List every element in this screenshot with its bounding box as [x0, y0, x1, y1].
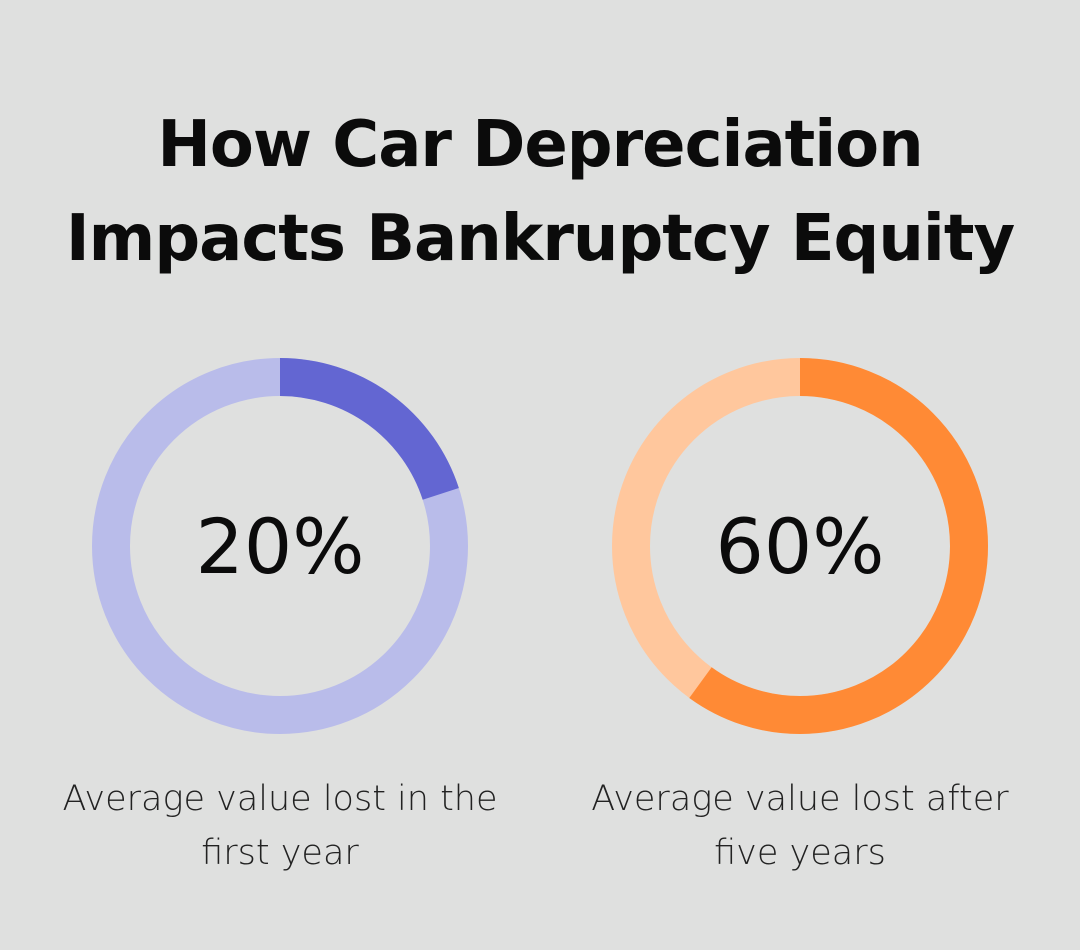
- caption-first-year-line-1: Average value lost in the: [62, 779, 498, 819]
- donut-svg-first-year: [92, 358, 468, 734]
- chart-title: How Car Depreciation Impacts Bankruptcy …: [0, 98, 1080, 286]
- caption-first-year: Average value lost in the first year: [50, 772, 510, 880]
- donut-value-label-first-year: 20%: [195, 501, 365, 591]
- donut-chart-first-year: 20%: [90, 356, 470, 736]
- donut-value-label-five-years: 60%: [715, 501, 885, 591]
- donut-fill-five-years: [612, 358, 988, 734]
- caption-first-year-line-2: first year: [201, 833, 359, 873]
- chart-title-line-2: Impacts Bankruptcy Equity: [65, 202, 1015, 276]
- caption-five-years-line-1: Average value lost after: [591, 779, 1009, 819]
- donut-fill-first-year: [92, 358, 468, 734]
- caption-five-years: Average value lost after five years: [570, 772, 1030, 880]
- chart-title-line-1: How Car Depreciation: [157, 108, 923, 182]
- donut-chart-five-years: 60%: [610, 356, 990, 736]
- caption-five-years-line-2: five years: [714, 833, 886, 873]
- donut-svg-five-years: [612, 358, 988, 734]
